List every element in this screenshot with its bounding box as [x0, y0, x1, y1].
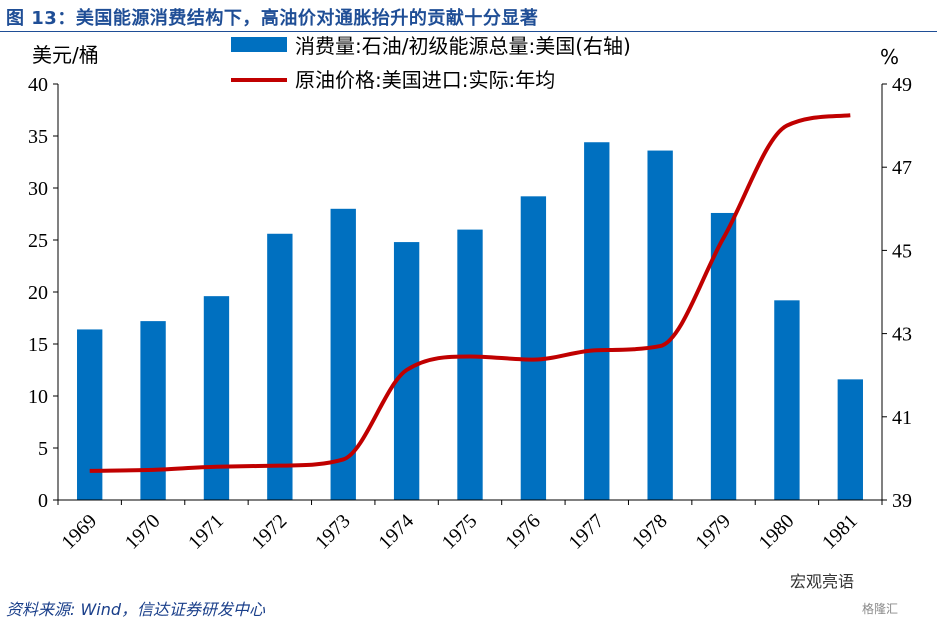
x-tick-1974: 1974: [374, 510, 418, 554]
bar-1975: [457, 229, 483, 500]
right-tick-47: 47: [892, 157, 912, 179]
right-tick-43: 43: [892, 324, 912, 346]
bar-1981: [837, 379, 863, 500]
bar-1969: [77, 329, 103, 500]
x-tick-1977: 1977: [564, 510, 608, 554]
x-tick-1972: 1972: [248, 510, 292, 554]
legend-bar-swatch: [231, 37, 287, 52]
right-tick-45: 45: [892, 240, 912, 262]
right-tick-49: 49: [892, 74, 912, 96]
bar-1980: [774, 300, 800, 500]
x-tick-1975: 1975: [438, 510, 482, 554]
bar-1971: [203, 296, 230, 500]
line-series: [89, 113, 851, 473]
left-tick-15: 15: [28, 334, 48, 356]
bar-1976: [520, 196, 547, 500]
left-tick-30: 30: [28, 178, 48, 200]
right-tick-39: 39: [892, 490, 912, 512]
bar-1978: [647, 150, 673, 500]
x-tick-1980: 1980: [755, 510, 799, 554]
right-tick-41: 41: [892, 407, 912, 429]
legend: 消费量:石油/初级能源总量:美国(右轴) 原油价格:美国进口:实际:年均: [231, 34, 631, 92]
x-tick-1970: 1970: [121, 510, 165, 554]
legend-bar-label: 消费量:石油/初级能源总量:美国(右轴): [295, 34, 631, 58]
bar-1973: [330, 208, 356, 501]
left-tick-5: 5: [38, 438, 48, 460]
x-tick-1978: 1978: [628, 510, 672, 554]
left-tick-20: 20: [28, 282, 48, 304]
source-note: 资料来源: Wind，信达证券研发中心: [6, 600, 266, 619]
title-rule: [0, 31, 937, 32]
left-axis-unit: 美元/桶: [32, 43, 99, 67]
left-tick-0: 0: [38, 490, 48, 512]
x-tick-1973: 1973: [311, 510, 355, 554]
bar-1979: [710, 212, 737, 500]
left-tick-25: 25: [28, 230, 48, 252]
page-title: 图 13：美国能源消费结构下，高油价对通胀抬升的贡献十分显著: [6, 8, 539, 29]
left-tick-35: 35: [28, 126, 48, 148]
left-tick-40: 40: [28, 74, 48, 96]
x-tick-1979: 1979: [691, 510, 735, 554]
logo-watermark: 格隆汇: [862, 602, 899, 616]
bar-1970: [140, 321, 166, 500]
x-tick-1971: 1971: [184, 510, 228, 554]
bar-1977: [584, 142, 610, 501]
legend-line-label: 原油价格:美国进口:实际:年均: [295, 68, 555, 92]
left-tick-10: 10: [28, 386, 48, 408]
wechat-watermark: 宏观亮语: [790, 572, 855, 591]
x-tick-1976: 1976: [501, 510, 545, 554]
x-tick-1981: 1981: [818, 510, 862, 554]
bar-series: [77, 142, 863, 501]
price-line: [89, 113, 851, 473]
right-axis-unit: %: [880, 45, 899, 69]
bar-1972: [267, 233, 293, 500]
x-tick-1969: 1969: [57, 510, 101, 554]
